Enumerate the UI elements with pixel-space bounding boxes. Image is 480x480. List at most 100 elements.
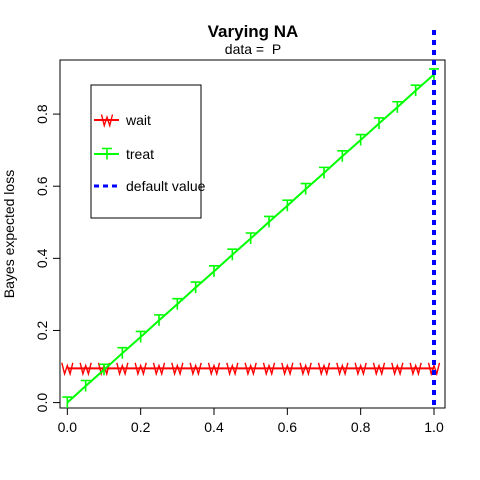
- data-point-marker: [337, 149, 348, 162]
- legend-item-default-value: default value: [94, 178, 206, 194]
- data-point: [245, 232, 256, 245]
- x-tick-label: 0.6: [278, 419, 298, 435]
- data-point: [409, 362, 422, 377]
- data-point: [282, 199, 293, 212]
- data-point: [317, 362, 331, 377]
- data-point: [117, 346, 128, 359]
- data-point-marker: [207, 362, 221, 377]
- data-point-marker: [226, 362, 239, 377]
- data-point-marker: [189, 362, 202, 377]
- data-point: [244, 362, 257, 377]
- y-tick-label: 0.4: [34, 248, 50, 268]
- data-point-marker: [409, 362, 422, 377]
- data-point: [410, 84, 421, 97]
- y-axis-label: Bayes expected loss: [1, 170, 17, 298]
- data-point-marker: [227, 248, 238, 261]
- data-point: [99, 363, 109, 376]
- data-point-marker: [154, 314, 164, 326]
- data-point-marker: [374, 117, 384, 129]
- legend-label: default value: [126, 178, 206, 194]
- data-point-marker: [134, 362, 147, 377]
- data-point-marker: [355, 133, 366, 146]
- data-point: [299, 362, 312, 377]
- plot-frame: [59, 59, 446, 409]
- data-point-marker: [135, 330, 146, 343]
- data-point: [300, 182, 311, 195]
- data-point-marker: [336, 362, 349, 377]
- x-tick-label: 0.2: [131, 419, 151, 435]
- data-point: [152, 362, 166, 377]
- data-point: [427, 362, 441, 377]
- data-point: [337, 149, 348, 162]
- data-point-marker: [245, 232, 256, 245]
- data-point: [190, 281, 201, 294]
- data-point-marker: [281, 362, 294, 377]
- legend-box: [90, 84, 202, 219]
- data-point-marker: [62, 396, 73, 409]
- legend-label: treat: [126, 146, 154, 162]
- data-point-marker: [172, 297, 183, 310]
- data-point: [172, 297, 183, 310]
- chart-title: Varying NA: [208, 22, 299, 41]
- data-point-marker: [100, 114, 114, 129]
- data-point-marker: [152, 362, 166, 377]
- data-point-marker: [61, 362, 74, 377]
- data-point: [336, 362, 349, 377]
- data-point-marker: [262, 362, 276, 377]
- data-point-marker: [392, 100, 403, 113]
- data-point: [392, 100, 403, 113]
- series-wait: [61, 362, 441, 377]
- x-axis: 0.0 0.2 0.4 0.6 0.8 1.0: [58, 408, 444, 435]
- data-point-marker: [427, 362, 441, 377]
- y-axis: 0.0 0.2 0.4 0.6 0.8: [34, 104, 60, 412]
- data-point: [134, 362, 147, 377]
- data-point: [207, 362, 221, 377]
- series-treat: [62, 68, 439, 409]
- data-point-marker: [116, 362, 129, 377]
- x-tick-label: 1.0: [424, 419, 444, 435]
- data-point-marker: [171, 362, 184, 377]
- data-point-marker: [410, 84, 421, 97]
- legend: wait treat default value: [90, 84, 206, 219]
- data-point: [264, 215, 274, 228]
- data-point-marker: [319, 166, 329, 179]
- data-point: [116, 362, 129, 377]
- data-point: [227, 248, 238, 261]
- data-point: [319, 166, 329, 179]
- data-point-marker: [317, 362, 331, 377]
- data-point-marker: [299, 362, 312, 377]
- data-point-marker: [209, 265, 219, 277]
- data-point: [262, 362, 276, 377]
- data-point: [135, 330, 146, 343]
- series-layer: [61, 68, 441, 409]
- y-tick-label: 0.8: [34, 104, 50, 124]
- data-point: [61, 362, 74, 377]
- data-point: [355, 133, 366, 146]
- chart-subtitle: data = P: [225, 41, 281, 57]
- y-tick-label: 0.2: [34, 321, 50, 341]
- data-point: [226, 362, 239, 377]
- data-point-marker: [354, 362, 367, 377]
- data-point-marker: [282, 199, 293, 212]
- x-tick-label: 0.0: [58, 419, 78, 435]
- data-point: [209, 265, 219, 277]
- data-point-marker: [300, 182, 311, 195]
- data-point: [281, 362, 294, 377]
- y-tick-label: 0.6: [34, 176, 50, 196]
- data-point: [189, 362, 202, 377]
- data-point: [171, 362, 184, 377]
- data-point-marker: [391, 362, 404, 377]
- data-point-marker: [264, 215, 274, 228]
- data-point: [154, 314, 164, 326]
- y-tick-label: 0.0: [34, 393, 50, 413]
- x-tick-label: 0.4: [204, 419, 224, 435]
- data-point: [62, 396, 73, 409]
- data-point: [79, 362, 92, 377]
- x-tick-label: 0.8: [351, 419, 371, 435]
- data-point-marker: [117, 346, 128, 359]
- legend-item-treat: treat: [94, 146, 154, 162]
- data-point: [391, 362, 404, 377]
- data-point: [354, 362, 367, 377]
- data-point-marker: [79, 362, 92, 377]
